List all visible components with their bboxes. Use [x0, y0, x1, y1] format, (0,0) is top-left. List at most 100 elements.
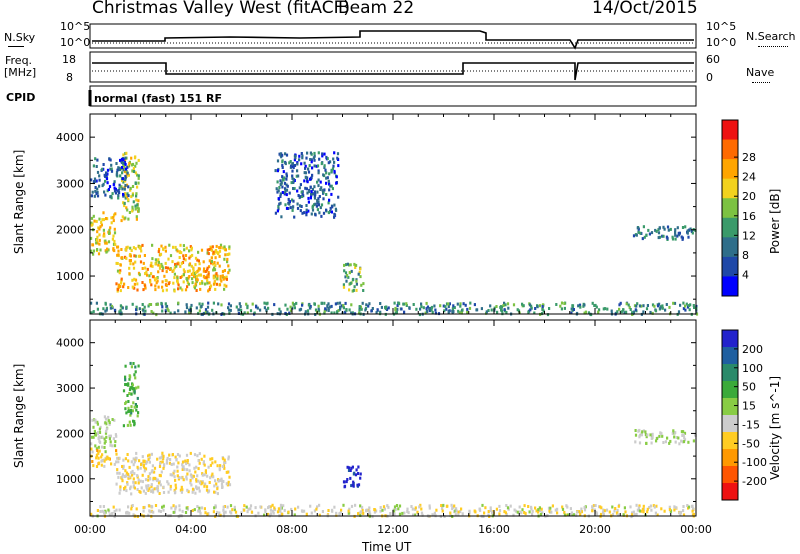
echo-cell [625, 302, 628, 306]
echo-cell [95, 165, 98, 168]
echo-cell [144, 491, 147, 495]
echo-cell [682, 307, 685, 311]
echo-cell [566, 505, 569, 509]
echo-cell [125, 195, 129, 199]
echo-cell [119, 488, 122, 492]
echo-cell [643, 235, 646, 239]
echo-cell [127, 217, 130, 221]
echo-cell [219, 246, 222, 250]
echo-cell [361, 505, 364, 509]
colorbar-swatch [722, 178, 738, 199]
echo-cell [342, 283, 345, 287]
echo-cell [175, 264, 178, 268]
echo-cell [661, 234, 664, 238]
echo-cell [298, 158, 301, 162]
echo-cell [122, 153, 125, 157]
echo-cell [316, 190, 319, 194]
echo-cell [93, 432, 97, 436]
echo-cell [551, 504, 554, 508]
echo-cell [216, 261, 219, 265]
echo-cell [132, 166, 135, 170]
echo-cell [496, 310, 499, 314]
echo-cell [313, 203, 316, 207]
echo-cell [130, 408, 133, 412]
echo-cell [177, 287, 180, 291]
echo-cell [114, 212, 117, 216]
echo-cell [290, 507, 293, 511]
echo-cell [458, 311, 461, 315]
echo-cell [184, 288, 188, 292]
echo-cell [213, 266, 216, 270]
echo-cell [666, 225, 670, 229]
echo-cell [600, 506, 603, 510]
echo-cell [692, 304, 695, 307]
echo-cell [362, 289, 365, 292]
echo-cell [181, 465, 184, 469]
echo-cell [174, 478, 177, 482]
echo-cell [192, 275, 196, 279]
echo-cell [342, 480, 346, 484]
echo-cell [186, 468, 189, 472]
echo-cell [203, 507, 206, 511]
echo-cell [218, 478, 221, 482]
echo-cell [99, 510, 102, 513]
echo-cell [483, 511, 486, 515]
echo-cell [119, 311, 122, 315]
echo-cell [649, 433, 652, 437]
y-tick-label: 4000 [56, 131, 84, 144]
echo-cell [103, 464, 106, 468]
echo-cell [114, 433, 117, 437]
echo-cell [105, 457, 108, 461]
echo-cell [385, 308, 389, 311]
echo-cell [137, 478, 140, 482]
echo-cell [304, 171, 307, 175]
echo-cell [176, 469, 179, 473]
echo-cell [95, 241, 98, 245]
echo-cell [157, 509, 161, 513]
echo-cell [98, 242, 101, 246]
echo-cell [420, 507, 423, 511]
echo-cell [375, 311, 378, 315]
echo-cell [323, 152, 326, 156]
echo-cell [674, 233, 677, 237]
echo-cell [122, 464, 125, 468]
echo-cell [352, 288, 355, 292]
echo-cell [349, 282, 352, 285]
echo-cell [281, 160, 284, 164]
echo-cell [176, 453, 180, 456]
echo-cell [162, 508, 165, 512]
echo-cell [109, 434, 112, 438]
echo-cell [150, 272, 153, 276]
echo-cell [134, 181, 137, 185]
echo-cell [279, 506, 282, 510]
echo-cell [173, 311, 176, 315]
echo-cell [195, 478, 198, 482]
echo-cell [570, 311, 573, 315]
echo-cell [122, 458, 125, 462]
echo-cell [324, 307, 327, 311]
colorbar-frame [721, 329, 739, 501]
echo-cell [297, 174, 300, 178]
echo-cell [343, 484, 347, 488]
echo-cell [162, 456, 165, 460]
echo-cell [210, 248, 213, 252]
echo-cell [222, 511, 226, 515]
echo-cell [674, 237, 677, 241]
echo-cell [127, 409, 131, 413]
echo-cell [350, 484, 353, 488]
echo-cell [583, 508, 587, 512]
echo-cell [117, 193, 120, 197]
colorbar-frame [721, 119, 739, 297]
echo-cell [191, 253, 194, 257]
colorbar-swatch [722, 381, 738, 399]
echo-cell [228, 252, 231, 256]
echo-cell [642, 510, 645, 514]
echo-cell [212, 252, 215, 256]
echo-cell [144, 272, 147, 275]
echo-cell [291, 301, 294, 305]
echo-cell [172, 268, 175, 272]
echo-cell [506, 302, 510, 306]
echo-cell [276, 510, 280, 514]
echo-cell [316, 208, 319, 212]
echo-cell [303, 509, 306, 513]
